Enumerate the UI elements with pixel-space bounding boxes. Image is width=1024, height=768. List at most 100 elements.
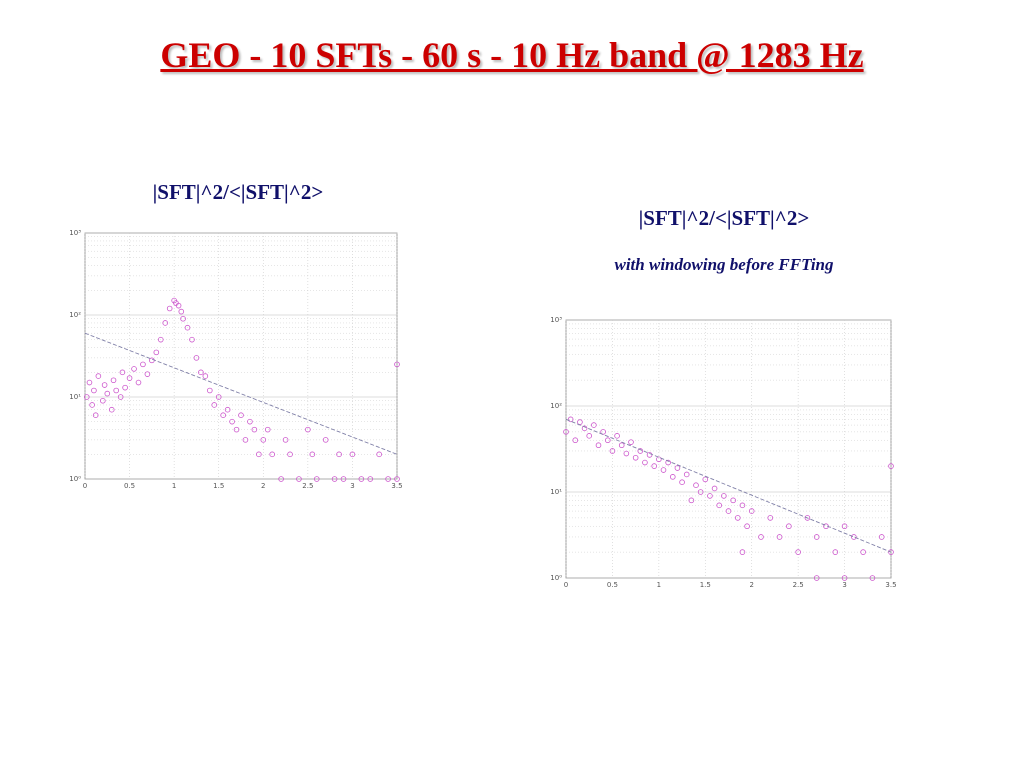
- point: [135, 379, 142, 386]
- point: [591, 422, 597, 428]
- y-tick-label: 10³: [69, 229, 81, 237]
- chart-title: |SFT|^2/<|SFT|^2>: [152, 180, 324, 204]
- slide-title: GEO - 10 SFTs - 60 s - 10 Hz band @ 1283…: [160, 35, 864, 75]
- point: [140, 361, 146, 368]
- point: [282, 437, 289, 443]
- point: [563, 429, 569, 435]
- x-tick-label: 1.5: [213, 482, 224, 490]
- point: [716, 502, 723, 509]
- point: [656, 456, 662, 463]
- x-tick-label: 3: [350, 482, 354, 490]
- point: [166, 305, 173, 312]
- chart-title: |SFT|^2/<|SFT|^2>: [638, 206, 810, 230]
- point: [767, 515, 774, 521]
- point: [189, 336, 195, 343]
- point: [233, 426, 240, 433]
- point: [322, 437, 329, 443]
- point: [101, 382, 108, 388]
- y-tick-label: 10¹: [69, 393, 81, 401]
- point: [623, 450, 630, 457]
- point: [394, 361, 400, 368]
- x-tick-label: 2: [261, 482, 265, 490]
- point: [632, 454, 639, 461]
- point: [260, 437, 267, 443]
- point: [340, 476, 347, 482]
- point: [697, 489, 704, 495]
- point: [264, 426, 271, 433]
- x-tick-label: 0.5: [607, 581, 618, 589]
- x-tick-label: 2.5: [793, 581, 804, 589]
- point: [679, 479, 685, 486]
- point: [758, 534, 764, 540]
- point: [95, 373, 102, 379]
- point: [178, 308, 185, 315]
- point: [157, 336, 164, 343]
- point: [841, 575, 848, 581]
- point: [618, 442, 625, 449]
- point: [776, 534, 783, 540]
- point: [126, 375, 133, 381]
- point: [122, 384, 128, 391]
- point: [832, 549, 839, 555]
- point: [119, 369, 126, 376]
- x-tick-label: 1: [657, 581, 661, 589]
- point: [711, 485, 718, 492]
- point: [702, 476, 709, 483]
- x-tick-label: 1.5: [700, 581, 711, 589]
- point: [734, 515, 741, 521]
- y-tick-label: 10¹: [550, 488, 562, 496]
- point: [202, 373, 209, 379]
- y-tick-label: 10²: [550, 402, 562, 410]
- point: [813, 534, 820, 540]
- point: [851, 534, 857, 540]
- point: [376, 451, 382, 458]
- point: [269, 451, 276, 458]
- point: [860, 549, 866, 555]
- point: [841, 523, 848, 530]
- point: [86, 379, 93, 386]
- point: [660, 467, 667, 473]
- point: [92, 412, 99, 418]
- point: [313, 476, 320, 482]
- point: [586, 433, 593, 439]
- point: [198, 369, 204, 376]
- point: [180, 315, 186, 322]
- point: [287, 451, 293, 458]
- point: [215, 394, 222, 400]
- point: [91, 387, 97, 394]
- point: [609, 448, 616, 454]
- point: [229, 418, 235, 425]
- plot-area: [84, 232, 398, 480]
- point: [256, 451, 262, 458]
- fit-line: [84, 332, 398, 455]
- y-tick-label: 10²: [69, 311, 81, 319]
- point: [693, 482, 699, 488]
- point: [162, 320, 169, 326]
- x-tick-label: 3.5: [391, 482, 402, 490]
- x-tick-label: 2.5: [302, 482, 313, 490]
- point: [725, 508, 732, 514]
- point: [683, 471, 690, 478]
- point: [795, 549, 801, 555]
- point: [175, 302, 182, 309]
- point: [721, 493, 727, 499]
- point: [707, 493, 713, 499]
- point: [336, 451, 342, 458]
- x-tick-label: 0: [83, 482, 87, 490]
- point: [804, 515, 811, 521]
- point: [642, 459, 648, 466]
- point: [309, 451, 316, 458]
- point: [220, 412, 226, 418]
- y-tick-label: 10³: [550, 316, 562, 324]
- point: [83, 394, 90, 400]
- point: [153, 349, 160, 356]
- point: [251, 426, 258, 433]
- point: [730, 497, 736, 504]
- x-tick-label: 0.5: [124, 482, 135, 490]
- point: [242, 437, 249, 443]
- point: [117, 394, 124, 400]
- point: [674, 465, 681, 471]
- point: [296, 476, 302, 482]
